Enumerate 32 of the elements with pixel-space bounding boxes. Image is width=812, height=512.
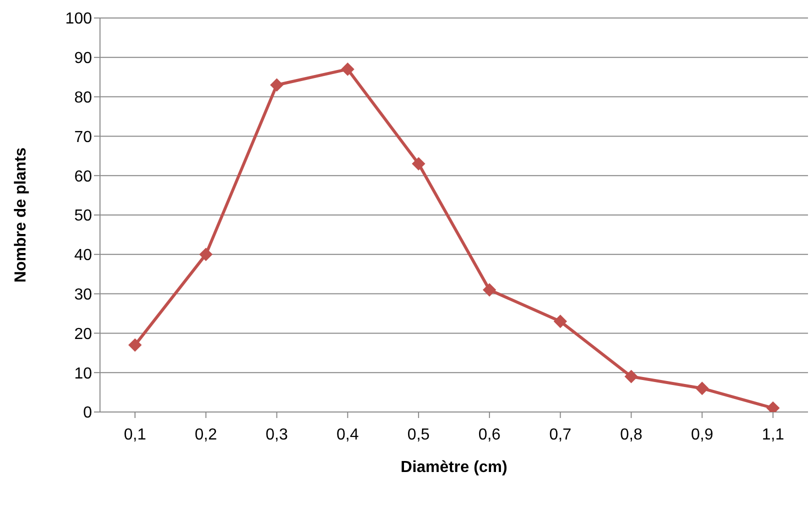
y-axis-title: Nombre de plants <box>12 147 30 283</box>
y-tick-label: 30 <box>74 286 92 304</box>
point <box>412 157 426 170</box>
y-tick-label: 20 <box>74 326 92 343</box>
point <box>199 248 212 261</box>
y-tick-label: 90 <box>74 50 92 68</box>
y-tick-label: 50 <box>74 208 92 225</box>
point <box>482 283 496 296</box>
x-tick-label: 1,1 <box>762 426 784 444</box>
y-tick-label: 40 <box>74 247 92 264</box>
y-tick-label: 100 <box>65 10 92 28</box>
x-tick-label: 0,3 <box>266 426 288 444</box>
x-tick-label: 0,2 <box>194 426 218 444</box>
x-tick-label: 0,1 <box>124 426 146 444</box>
y-tick-label: 80 <box>74 89 92 106</box>
x-tick-label: 0,6 <box>478 426 501 444</box>
x-tick-label: 0,4 <box>336 426 359 444</box>
point <box>624 370 638 384</box>
x-tick-label: 0,9 <box>690 426 714 444</box>
y-tick-label: 10 <box>74 365 92 382</box>
y-tick-label: 0 <box>83 404 92 422</box>
point <box>341 62 354 76</box>
point <box>270 78 284 92</box>
x-tick-label: 0,8 <box>620 426 642 444</box>
x-axis-title: Diamètre (cm) <box>400 459 508 476</box>
point <box>128 338 142 352</box>
x-tick-label: 0,7 <box>549 426 572 444</box>
y-tick-label: 70 <box>74 128 92 146</box>
point <box>696 382 709 395</box>
point <box>554 314 567 328</box>
y-tick-label: 60 <box>74 168 92 186</box>
x-tick-label: 0,5 <box>407 426 430 444</box>
